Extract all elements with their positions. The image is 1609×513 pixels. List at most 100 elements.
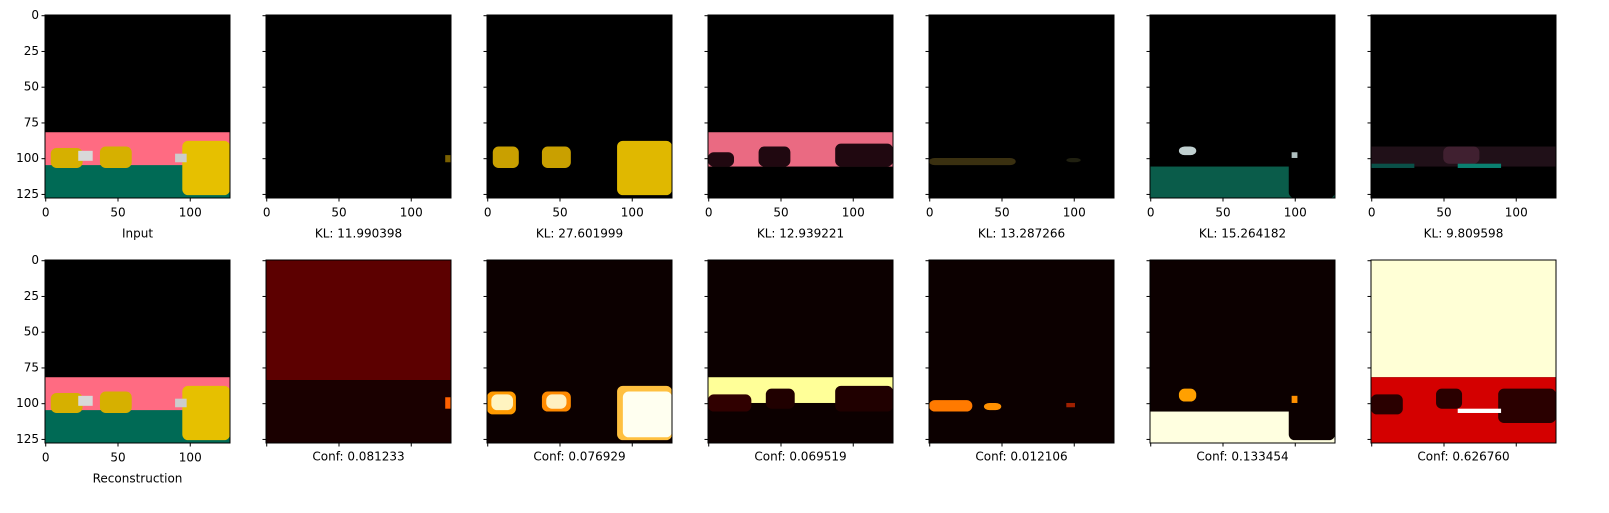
- image: [708, 15, 893, 198]
- x-tick-label: 0: [42, 451, 50, 465]
- caption: KL: 11.990398: [315, 227, 402, 241]
- image-region: [1371, 163, 1415, 168]
- image: [266, 15, 451, 198]
- axes-frame: [44, 259, 231, 444]
- axes-frame: [265, 259, 452, 444]
- panel: Conf: 0.012106: [925, 259, 1115, 464]
- axes-frame: [486, 259, 673, 444]
- x-tick-label: 50: [552, 206, 567, 220]
- image-region: [266, 380, 451, 443]
- x-tick-label: 50: [994, 206, 1009, 220]
- axes-frame: [486, 14, 673, 199]
- x-tick-label: 0: [263, 206, 271, 220]
- image-region: [835, 143, 893, 167]
- caption: KL: 13.287266: [978, 227, 1065, 241]
- x-tick-label: 50: [1215, 206, 1230, 220]
- image-region: [541, 146, 571, 168]
- y-tick-label: 0: [31, 253, 39, 267]
- image-region: [1288, 157, 1335, 198]
- image: [487, 15, 672, 198]
- image-region: [99, 391, 132, 413]
- axes-frame: [928, 259, 1115, 444]
- x-tick-label: 100: [842, 206, 865, 220]
- panel: 0 50 100 KL: 11.990398: [262, 14, 452, 241]
- y-tick-label: 50: [24, 80, 39, 94]
- image: [1371, 260, 1556, 443]
- axes-frame: [707, 259, 894, 444]
- axes-frame: [707, 14, 894, 199]
- image-region: [929, 260, 1114, 443]
- image-region: [78, 150, 93, 161]
- image-region: [99, 146, 132, 168]
- image-background: [266, 15, 451, 198]
- image-region: [1457, 163, 1502, 168]
- x-tick-label: 100: [621, 206, 644, 220]
- image-region: [175, 153, 187, 163]
- image: [487, 260, 672, 443]
- image: [266, 260, 451, 443]
- panel: Conf: 0.626760: [1367, 259, 1557, 464]
- y-tick-label: 125: [16, 187, 39, 201]
- caption: Reconstruction: [93, 472, 183, 486]
- image-region: [1066, 402, 1075, 408]
- x-tick-label: 0: [926, 206, 934, 220]
- caption: Input: [122, 227, 153, 241]
- image-region: [1291, 152, 1298, 158]
- image-region: [708, 152, 735, 167]
- panel: Conf: 0.069519: [704, 259, 894, 464]
- image-region: [1457, 408, 1502, 413]
- image-region: [182, 385, 230, 441]
- image-region: [622, 391, 672, 438]
- image-region: [492, 146, 519, 168]
- panel: 0 50 100 KL: 12.939221: [704, 14, 894, 241]
- image-region: [50, 392, 83, 413]
- x-tick-label: 0: [1368, 206, 1376, 220]
- axes-frame: [1370, 259, 1557, 444]
- x-tick-label: 50: [110, 451, 125, 465]
- image-region: [50, 147, 83, 168]
- image-region: [1443, 146, 1480, 164]
- caption: Conf: 0.012106: [975, 450, 1067, 464]
- image: [1371, 15, 1556, 198]
- image-region: [1066, 157, 1081, 163]
- image-region: [708, 260, 893, 443]
- x-tick-label: 100: [400, 206, 423, 220]
- image-region: [1288, 402, 1335, 441]
- x-tick-label: 50: [773, 206, 788, 220]
- x-tick-label: 50: [331, 206, 346, 220]
- x-tick-label: 100: [179, 206, 202, 220]
- image: [1150, 260, 1335, 443]
- image-region: [765, 388, 795, 409]
- image-region: [929, 400, 973, 412]
- y-tick-label: 50: [24, 325, 39, 339]
- caption: KL: 12.939221: [757, 227, 844, 241]
- y-tick-label: 25: [24, 289, 39, 303]
- caption: KL: 9.809598: [1424, 227, 1504, 241]
- axes-frame: [1149, 14, 1336, 199]
- caption: Conf: 0.133454: [1196, 450, 1288, 464]
- x-tick-label: 0: [1147, 206, 1155, 220]
- x-tick-label: 0: [705, 206, 713, 220]
- image: [708, 260, 893, 443]
- x-tick-label: 100: [1284, 206, 1307, 220]
- x-tick-label: 100: [179, 451, 202, 465]
- x-tick-label: 0: [484, 206, 492, 220]
- caption: Conf: 0.069519: [754, 450, 846, 464]
- image: [929, 15, 1114, 198]
- panel: Conf: 0.076929: [483, 259, 673, 464]
- image-region: [617, 140, 672, 196]
- image-background: [708, 15, 893, 198]
- image-region: [1371, 260, 1556, 378]
- x-tick-label: 0: [42, 206, 50, 220]
- x-tick-label: 100: [1063, 206, 1086, 220]
- image-region: [1498, 388, 1556, 423]
- panel: Conf: 0.133454: [1146, 259, 1336, 464]
- image-region: [175, 398, 187, 408]
- caption: Conf: 0.626760: [1417, 450, 1509, 464]
- y-tick-label: 0: [31, 8, 39, 22]
- image: [45, 260, 230, 443]
- y-tick-label: 25: [24, 44, 39, 58]
